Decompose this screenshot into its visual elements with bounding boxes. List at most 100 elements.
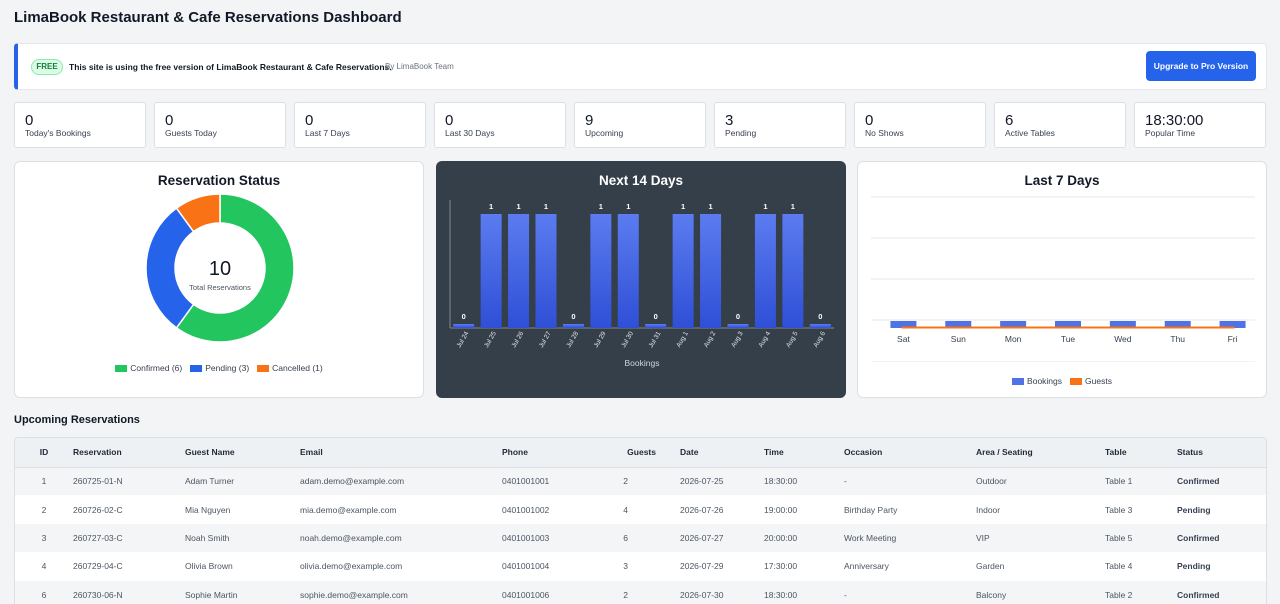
table-cell-reservation: 260730-06-N: [73, 580, 185, 604]
bar-aug-2[interactable]: [700, 214, 722, 328]
bookings-bar[interactable]: [1219, 321, 1246, 328]
x-tick-label: Jul 28: [565, 330, 580, 349]
bar-aug-1[interactable]: [672, 214, 694, 328]
table-cell-reservation: 260726-02-C: [73, 495, 185, 524]
bar-jul-28[interactable]: [562, 324, 584, 328]
column-header[interactable]: Email: [300, 438, 502, 468]
table-cell-email: olivia.demo@example.com: [300, 552, 502, 581]
bar-aug-6[interactable]: [809, 324, 831, 328]
table-row[interactable]: 4 260729-04-C Olivia Brown olivia.demo@exam…: [15, 552, 1266, 581]
legend-item[interactable]: Guests: [1070, 376, 1112, 386]
stat-card-popular-time: 18:30:00 Popular Time: [1134, 102, 1266, 148]
donut-slice-cancelled[interactable]: [175, 193, 221, 233]
x-tick-label: Jul 24: [456, 330, 471, 349]
bookings-bar[interactable]: [1164, 321, 1191, 328]
column-header[interactable]: Phone: [502, 438, 604, 468]
bar-jul-27[interactable]: [535, 214, 557, 328]
bar-data-label: 0: [654, 312, 658, 321]
table-cell-area-seating: Outdoor: [976, 467, 1105, 496]
stat-label: Today's Bookings: [25, 128, 91, 138]
table-cell-occasion: -: [844, 467, 976, 496]
table-cell-status: Confirmed: [1177, 523, 1266, 553]
bar-jul-31[interactable]: [645, 324, 667, 328]
table-row[interactable]: 3 260727-03-C Noah Smith noah.demo@example.…: [15, 523, 1266, 553]
donut-center-value: 10: [209, 258, 231, 280]
table-cell-phone: 0401001002: [502, 495, 604, 524]
reservation-status-card: Reservation Status 10 Total Reservations …: [14, 161, 424, 398]
table-cell-email: mia.demo@example.com: [300, 495, 502, 524]
chart-title: Next 14 Days: [598, 173, 684, 188]
x-tick-label: Aug 4: [758, 330, 773, 349]
donut-slice-confirmed[interactable]: [175, 193, 295, 343]
column-header[interactable]: Date: [664, 438, 764, 468]
last-7-days-card: Last 7 Days Sat Sun Mon Tue Wed Thu Fri Bookin…: [857, 161, 1267, 398]
table-cell-reservation: 260729-04-C: [73, 552, 185, 581]
bar-aug-5[interactable]: [782, 214, 804, 328]
bookings-bar[interactable]: [1109, 321, 1136, 328]
donut-slice-pending[interactable]: [145, 207, 195, 329]
legend-swatch: [257, 365, 270, 373]
table-row[interactable]: 1 260725-01-N Adam Turner adam.demo@example…: [15, 467, 1266, 496]
legend-item[interactable]: Cancelled (1): [257, 363, 323, 373]
last-7-days-legend: Bookings Guests: [858, 376, 1266, 386]
x-tick-label: Jul 31: [648, 330, 663, 349]
page-title: LimaBook Restaurant & Cafe Reservations …: [14, 9, 402, 26]
stat-card-last-30-days: 0 Last 30 Days: [434, 102, 566, 148]
bar-jul-26[interactable]: [508, 214, 530, 328]
x-tick-label: Sat: [897, 334, 910, 344]
upcoming-reservations-title: Upcoming Reservations: [14, 414, 140, 426]
column-header[interactable]: Table: [1105, 438, 1177, 468]
stat-label: Last 7 Days: [305, 128, 350, 138]
bar-jul-24[interactable]: [453, 324, 475, 328]
donut-center-label: Total Reservations: [189, 283, 251, 292]
table-row[interactable]: 6 260730-06-N Sophie Martin sophie.demo@exa…: [15, 580, 1266, 604]
stat-label: No Shows: [865, 128, 904, 138]
bar-jul-30[interactable]: [617, 214, 639, 328]
legend-item[interactable]: Pending (3): [190, 363, 249, 373]
bar-data-label: 1: [544, 202, 548, 211]
table-cell-guests: 6: [604, 523, 664, 553]
stat-value: 9: [585, 112, 594, 129]
stat-label: Upcoming: [585, 128, 624, 138]
legend-swatch: [115, 365, 128, 373]
table-cell-reservation: 260725-01-N: [73, 467, 185, 496]
bookings-bar[interactable]: [1000, 321, 1027, 328]
table-cell-time: 18:30:00: [764, 467, 844, 496]
table-cell-phone: 0401001001: [502, 467, 604, 496]
stat-card-guests-today: 0 Guests Today: [154, 102, 286, 148]
column-header[interactable]: Guest Name: [185, 438, 300, 468]
table-cell-area-seating: VIP: [976, 523, 1105, 553]
donut-chart: 10 Total Reservations: [145, 193, 295, 343]
bar-aug-4[interactable]: [754, 214, 776, 328]
column-header[interactable]: Status: [1177, 438, 1266, 468]
table-cell-email: noah.demo@example.com: [300, 523, 502, 553]
column-header[interactable]: Occasion: [844, 438, 976, 468]
donut-legend: Confirmed (6) Pending (3) Cancelled (1): [15, 363, 423, 373]
table-row[interactable]: 2 260726-02-C Mia Nguyen mia.demo@example.c…: [15, 495, 1266, 524]
column-header[interactable]: Reservation: [73, 438, 185, 468]
column-header[interactable]: Time: [764, 438, 844, 468]
legend-item[interactable]: Confirmed (6): [115, 363, 182, 373]
bookings-bar[interactable]: [1055, 321, 1081, 328]
table-cell-time: 19:00:00: [764, 495, 844, 524]
table-cell-guests: 2: [604, 580, 664, 604]
free-version-notice: FREE This site is using the free version…: [14, 43, 1267, 90]
bookings-bar[interactable]: [945, 321, 972, 328]
upgrade-button[interactable]: Upgrade to Pro Version: [1146, 51, 1256, 81]
x-tick-label: Wed: [1114, 334, 1132, 344]
column-header[interactable]: Guests: [604, 438, 664, 468]
column-header[interactable]: ID: [15, 438, 73, 468]
bar-jul-29[interactable]: [590, 214, 612, 328]
column-header[interactable]: Area / Seating: [976, 438, 1105, 468]
legend-item[interactable]: Bookings: [1012, 376, 1062, 386]
table-cell-occasion: -: [844, 580, 976, 604]
bookings-bar[interactable]: [890, 321, 917, 328]
x-tick-label: Tue: [1061, 334, 1076, 344]
table-cell-date: 2026-07-27: [664, 523, 764, 553]
legend-swatch: [1012, 378, 1025, 386]
table-cell-guests: 4: [604, 495, 664, 524]
bar-jul-25[interactable]: [480, 214, 502, 328]
bar-aug-3[interactable]: [727, 324, 749, 328]
stat-value: 18:30:00: [1145, 112, 1204, 129]
x-tick-label: Aug 6: [812, 330, 827, 349]
